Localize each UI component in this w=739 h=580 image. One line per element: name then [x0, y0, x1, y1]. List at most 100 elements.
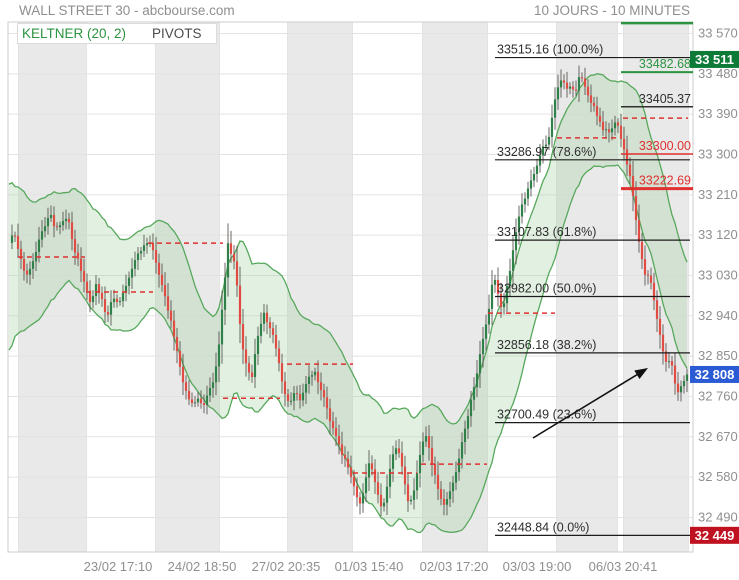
- day-band: [287, 22, 352, 552]
- candle-body: [640, 241, 644, 260]
- fib-label: 32856.18 (38.2%): [497, 338, 596, 352]
- session-low-badge-value: 32 449: [695, 528, 735, 543]
- candle-body: [394, 448, 398, 455]
- x-axis-label: 01/03 15:40: [335, 559, 404, 574]
- session-high-badge: [690, 50, 739, 68]
- candle-body: [301, 392, 305, 401]
- day-band: [623, 22, 688, 552]
- candle-body: [145, 243, 149, 246]
- candle-body: [403, 466, 407, 485]
- candle-body: [421, 441, 425, 455]
- candle-body: [343, 454, 347, 459]
- candle-body: [517, 216, 521, 233]
- candle-body: [271, 328, 275, 335]
- candle-body: [511, 250, 515, 271]
- candle-body: [412, 490, 416, 500]
- candle-body: [199, 398, 203, 404]
- candle-body: [64, 218, 68, 222]
- candle-body: [184, 382, 188, 391]
- candle-body: [286, 394, 290, 402]
- candle-body: [379, 494, 383, 507]
- fib-label: 33107.83 (61.8%): [497, 225, 596, 239]
- candle-body: [76, 252, 80, 259]
- candle-body: [310, 375, 314, 377]
- right-pivot-layer: 33482.68 33405.37 33300.00 33222.69: [621, 21, 693, 191]
- candle-body: [130, 268, 134, 278]
- candle-body: [679, 386, 683, 393]
- candle-body: [523, 198, 527, 205]
- y-axis-label: 32 490: [698, 509, 738, 524]
- y-axis-label: 33 210: [698, 187, 738, 202]
- candle-body: [442, 498, 446, 505]
- candle-body: [94, 284, 98, 297]
- candle-body: [103, 299, 107, 313]
- y-axis-label: 32 670: [698, 429, 738, 444]
- legend-keltner-indicator[interactable]: KELTNER (20, 2): [22, 26, 127, 41]
- candle-body: [673, 365, 677, 384]
- candle-body: [280, 363, 284, 382]
- candle-body: [685, 374, 689, 381]
- candle-body: [313, 371, 317, 376]
- candle-body: [661, 334, 665, 352]
- candle-body: [355, 486, 359, 498]
- candle-body: [58, 225, 62, 228]
- candle-body: [535, 165, 539, 174]
- candle-body: [418, 454, 422, 474]
- timeframe-label: 10 JOURS - 10 MINUTES: [533, 3, 690, 18]
- candle-body: [397, 448, 401, 454]
- keltner-fill: [9, 73, 687, 533]
- keltner-upper-line: [8, 73, 688, 425]
- candle-body: [664, 351, 668, 362]
- y-axis-label: 33 300: [698, 146, 738, 161]
- candle-body: [316, 371, 320, 383]
- candle-body: [430, 447, 434, 465]
- candle-body: [547, 136, 551, 145]
- candle-body: [100, 292, 104, 300]
- candle-body: [652, 282, 656, 301]
- legend-pivots-indicator[interactable]: PIVOTS: [152, 26, 202, 41]
- candle-body: [49, 214, 53, 219]
- last-price-badge: [690, 365, 739, 383]
- candle-body: [583, 78, 587, 87]
- candle-body: [115, 298, 119, 303]
- x-axis: 23/02 17:10 24/02 18:50 27/02 20:35 01/03 1…: [84, 559, 658, 574]
- candle-body: [484, 324, 488, 339]
- pivot-line-label: 33222.69: [639, 174, 691, 188]
- candle-body: [274, 334, 278, 349]
- candle-body: [289, 400, 293, 402]
- candle-body: [55, 226, 59, 228]
- candle-body: [298, 394, 302, 401]
- candle-body: [496, 279, 500, 294]
- candle-body: [307, 376, 311, 384]
- fibonacci-layer: 33515.16 (100.0%) 33286.97 (78.6%) 33107.8…: [495, 43, 690, 536]
- candle-body: [52, 214, 56, 227]
- fib-label: 33515.16 (100.0%): [497, 43, 603, 57]
- candle-body: [325, 397, 329, 409]
- candle-body: [436, 474, 440, 489]
- candle-body: [601, 121, 605, 130]
- fib-label: 32982.00 (50.0%): [497, 281, 596, 295]
- candle-body: [28, 268, 32, 275]
- candle-body: [682, 380, 686, 387]
- candle-body: [220, 309, 224, 345]
- candle-body: [469, 399, 473, 417]
- candle-body: [259, 323, 263, 336]
- candle-body: [595, 106, 599, 116]
- session-low-badge: [690, 526, 739, 544]
- candle-body: [406, 484, 410, 502]
- candle-body: [625, 149, 629, 165]
- candle-body: [208, 387, 212, 396]
- candle-body: [196, 398, 200, 403]
- candle-body: [529, 180, 533, 189]
- candle-body: [235, 261, 239, 286]
- candle-body: [391, 454, 395, 469]
- x-axis-label: 24/02 18:50: [168, 559, 237, 574]
- candle-body: [385, 486, 389, 503]
- candle-body: [43, 226, 47, 232]
- candle-body: [532, 173, 536, 181]
- candle-body: [466, 416, 470, 429]
- candle-body: [142, 245, 146, 251]
- candle-body: [19, 248, 23, 260]
